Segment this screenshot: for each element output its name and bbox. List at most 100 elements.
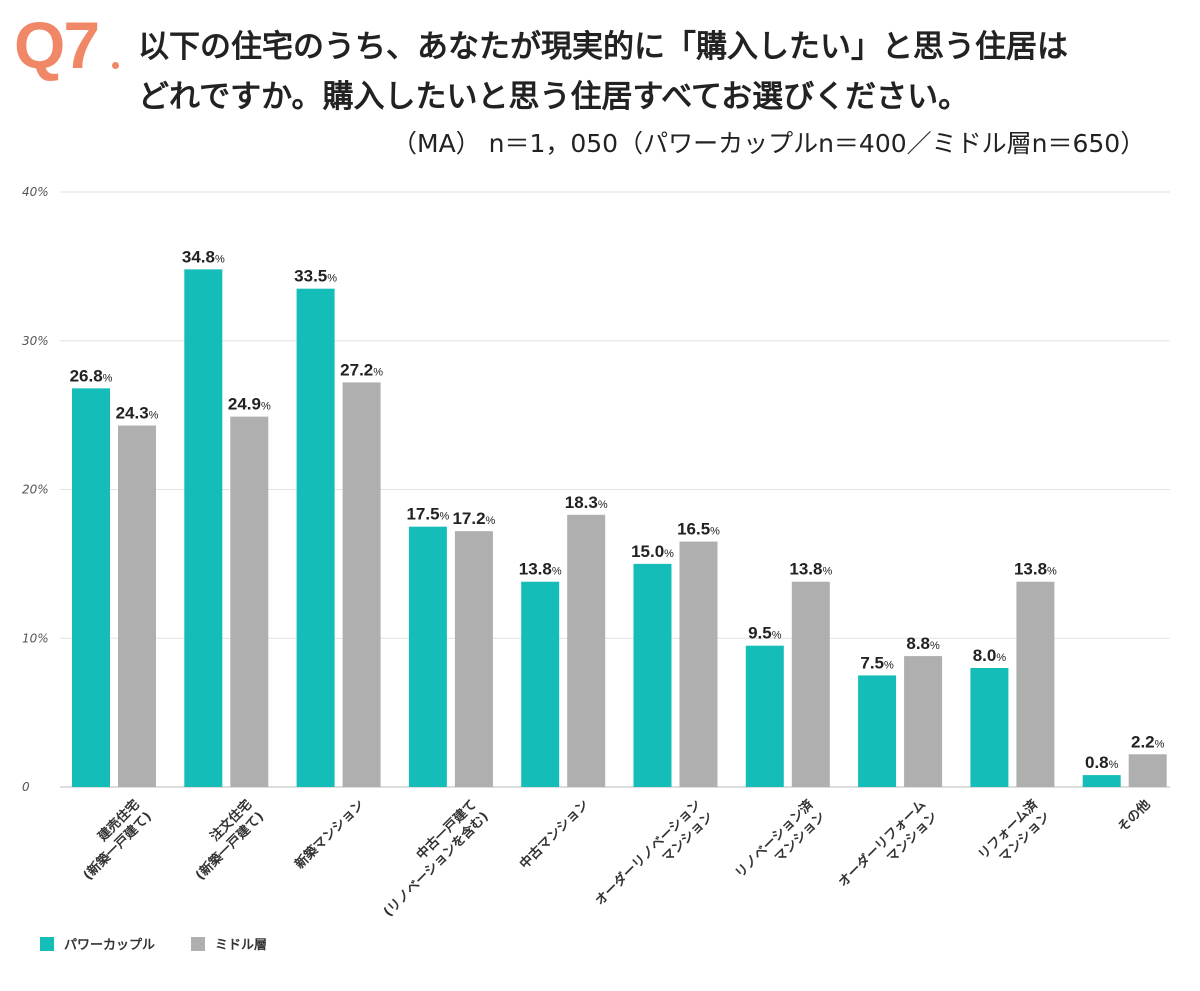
x-tick-label: その他: [1115, 797, 1154, 836]
bar-middle: [679, 541, 718, 787]
data-label: 27.2%: [340, 360, 383, 379]
data-label-value: 7.5: [860, 653, 884, 672]
question-title: 以下の住宅のうち、あなたが現実的に「購入したい」と思う住居は どれですか。購入し…: [138, 22, 1178, 122]
data-label-value: 0.8: [1085, 753, 1109, 772]
chart-legend: パワーカップル ミドル層: [40, 934, 303, 953]
data-label: 13.8%: [789, 560, 832, 579]
data-label: 9.5%: [748, 624, 782, 643]
legend-item-power-couple: パワーカップル: [40, 934, 155, 953]
bar-power-couple: [858, 675, 897, 787]
bar-power-couple: [184, 269, 223, 788]
legend-label-middle: ミドル層: [215, 938, 268, 953]
bar-middle: [342, 382, 381, 787]
data-label-unit: %: [215, 253, 225, 265]
x-tick-label: 中古一戸建て(リノベーションを含む): [380, 797, 491, 920]
data-label-value: 9.5: [748, 624, 772, 643]
data-label: 8.8%: [906, 634, 940, 653]
x-tick-label: 注文住宅(新築一戸建て): [192, 797, 267, 884]
y-tick-label: 10%: [22, 631, 49, 645]
bar-middle: [567, 514, 606, 787]
data-label-unit: %: [552, 566, 562, 578]
data-label-unit: %: [664, 548, 674, 560]
x-tick-label-line: (リノベーションを含む): [380, 809, 491, 920]
bar-power-couple: [633, 563, 672, 787]
data-label: 33.5%: [294, 267, 337, 286]
data-label-value: 17.5: [406, 505, 439, 524]
data-label: 2.2%: [1131, 732, 1165, 751]
bar-middle: [1128, 754, 1167, 787]
legend-item-middle: ミドル層: [191, 934, 267, 953]
data-label: 24.3%: [116, 404, 159, 423]
x-tick-label-line: オーダーリノベーション: [592, 797, 704, 909]
data-label: 13.8%: [519, 560, 562, 579]
data-label-unit: %: [1109, 759, 1119, 771]
x-tick-label-line: 新築マンション: [292, 797, 368, 873]
y-tick-label: 40%: [22, 185, 49, 199]
bar-middle: [1016, 581, 1055, 787]
question-title-line-2: どれですか。購入したいと思う住居すべてお選びください。: [138, 79, 970, 115]
data-label: 17.2%: [452, 509, 495, 528]
data-label-value: 27.2: [340, 360, 373, 379]
x-tick-label: 新築マンション: [292, 797, 368, 873]
data-label: 13.8%: [1014, 560, 1057, 579]
bar-power-couple: [72, 388, 110, 787]
y-tick-label: 30%: [22, 334, 49, 348]
bar-power-couple: [521, 581, 560, 787]
data-label: 15.0%: [631, 542, 674, 561]
data-label-unit: %: [884, 659, 894, 671]
bar-middle: [904, 656, 943, 787]
bar-power-couple: [408, 526, 447, 787]
data-label: 7.5%: [860, 653, 894, 672]
data-label-unit: %: [149, 410, 159, 422]
data-label-unit: %: [996, 652, 1006, 664]
x-tick-label-line: その他: [1115, 797, 1154, 836]
data-label: 34.8%: [182, 247, 225, 266]
data-label-value: 26.8: [70, 366, 103, 385]
data-label-value: 24.9: [228, 395, 261, 414]
data-label-unit: %: [598, 499, 608, 511]
data-label-value: 15.0: [631, 542, 664, 561]
data-label-value: 13.8: [1014, 560, 1047, 579]
bar-power-couple: [745, 645, 784, 787]
legend-label-power-couple: パワーカップル: [64, 938, 156, 953]
y-tick-label: 0: [22, 780, 30, 794]
data-label-unit: %: [373, 366, 383, 378]
data-label-value: 34.8: [182, 247, 215, 266]
data-label-unit: %: [930, 640, 940, 652]
question-number: Q7: [14, 8, 100, 82]
bar-middle: [454, 531, 493, 787]
x-tick-label: 建売住宅(新築一戸建て): [80, 797, 155, 884]
data-label-value: 13.8: [519, 560, 552, 579]
data-label: 17.5%: [406, 505, 449, 524]
data-label-unit: %: [486, 515, 496, 527]
data-label: 26.8%: [70, 366, 113, 385]
data-label-value: 24.3: [116, 404, 149, 423]
x-tick-label: 中古マンション: [516, 797, 592, 873]
bar-middle: [118, 425, 156, 787]
data-label-value: 33.5: [294, 267, 327, 286]
data-label-unit: %: [772, 630, 782, 642]
data-label: 24.9%: [228, 395, 271, 414]
data-label: 8.0%: [973, 646, 1007, 665]
data-label-unit: %: [327, 273, 337, 285]
data-label-unit: %: [1155, 738, 1165, 750]
data-label: 0.8%: [1085, 753, 1119, 772]
data-label-unit: %: [103, 372, 113, 384]
bar-middle: [230, 416, 269, 787]
y-tick-label: 20%: [22, 483, 49, 497]
bar-power-couple: [1082, 775, 1121, 787]
data-label: 16.5%: [677, 520, 720, 539]
data-label-unit: %: [1047, 566, 1057, 578]
data-label-unit: %: [822, 566, 832, 578]
data-label-unit: %: [261, 401, 271, 413]
data-label-value: 16.5: [677, 520, 710, 539]
legend-swatch-power-couple: [40, 936, 54, 951]
bar-power-couple: [970, 668, 1009, 787]
data-label-value: 8.0: [973, 646, 997, 665]
data-label-value: 17.2: [452, 509, 485, 528]
question-title-line-1: 以下の住宅のうち、あなたが現実的に「購入したい」と思う住居は: [138, 29, 1068, 65]
